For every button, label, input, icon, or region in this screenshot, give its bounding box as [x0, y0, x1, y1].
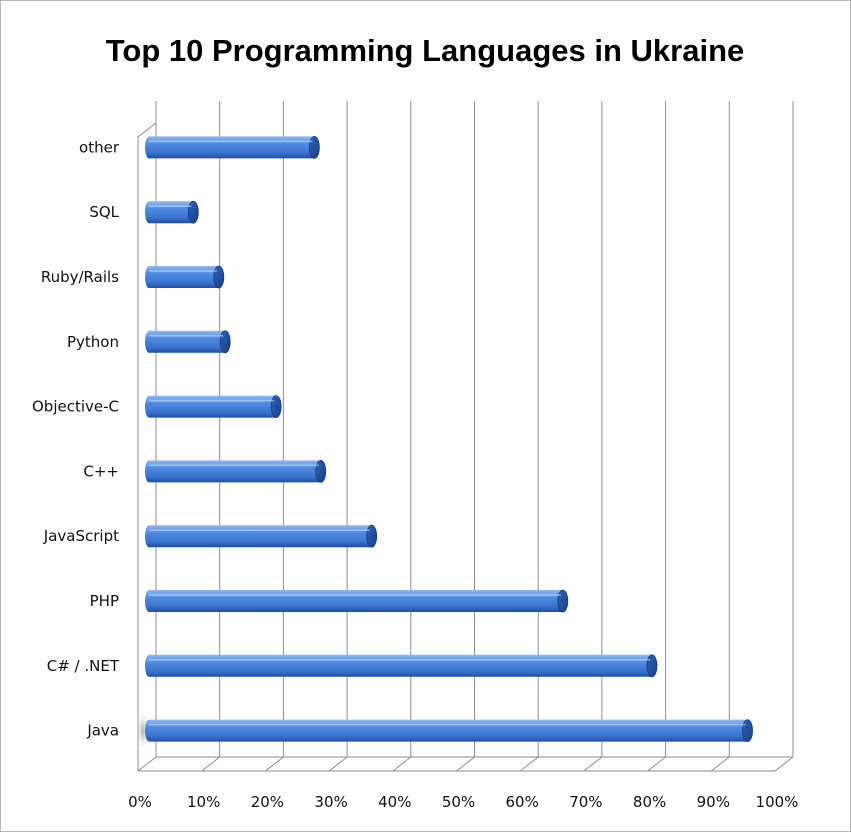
- floor-line: [137, 756, 157, 772]
- x-tick-label: 90%: [697, 793, 730, 811]
- floor-line: [265, 756, 284, 772]
- bar-shadow: [137, 712, 149, 749]
- category-label: C++: [83, 462, 119, 480]
- floor-line: [392, 756, 412, 772]
- bar: [137, 712, 753, 749]
- x-tick-labels: 0% 10% 20% 30% 40% 50% 60% 70% 80% 90% 100%: [128, 793, 798, 811]
- x-tick-label: 20%: [251, 793, 284, 811]
- bar-end-cap: [187, 200, 199, 224]
- bar-end-cap: [270, 395, 282, 419]
- bars: [137, 135, 753, 749]
- bar: [145, 135, 320, 159]
- bar: [145, 265, 225, 289]
- category-label: PHP: [90, 592, 119, 610]
- x-tick-label: 40%: [378, 793, 411, 811]
- bar-end-cap: [315, 459, 327, 483]
- floor-line: [583, 756, 603, 772]
- bar-body: [145, 330, 226, 353]
- bar-end-cap: [308, 135, 320, 159]
- bar-end-cap: [219, 330, 231, 354]
- bar-body: [145, 719, 748, 742]
- x-tick-label: 100%: [756, 793, 799, 811]
- floor-line: [519, 756, 539, 772]
- category-label: Python: [67, 333, 119, 351]
- x-tick-label: 50%: [442, 793, 475, 811]
- bar-body: [145, 395, 277, 418]
- bar: [145, 524, 378, 548]
- x-tick-label: 60%: [506, 793, 539, 811]
- left-wall: [137, 121, 157, 771]
- bar: [145, 395, 282, 419]
- floor-line: [647, 756, 666, 772]
- bar-end-cap: [557, 589, 569, 613]
- category-label: SQL: [89, 203, 119, 221]
- bar-body: [145, 654, 652, 677]
- bar-body: [145, 201, 194, 224]
- gridlines: [137, 101, 794, 772]
- x-tick-label: 70%: [569, 793, 602, 811]
- bar-body: [145, 266, 219, 288]
- category-label: Ruby/Rails: [41, 268, 119, 286]
- bar-body: [145, 460, 321, 483]
- chart-title: Top 10 Programming Languages in Ukraine: [106, 33, 745, 68]
- floor-line: [201, 756, 221, 772]
- bar-end-cap: [213, 265, 225, 289]
- category-label: JavaScript: [43, 527, 119, 545]
- category-label: C# / .NET: [47, 657, 120, 675]
- axes: [137, 121, 793, 772]
- bar-body: [145, 590, 563, 612]
- category-label: Java: [86, 722, 119, 740]
- floor-line: [328, 756, 348, 772]
- floor-line: [710, 756, 730, 772]
- bar: [145, 200, 199, 224]
- category-labels: other SQL Ruby/Rails Python Objective-C C++ Ja…: [32, 138, 120, 739]
- bar: [145, 654, 658, 678]
- x-tick-label: 10%: [187, 793, 220, 811]
- x-tick-label: 30%: [314, 793, 347, 811]
- bar-body: [145, 525, 372, 548]
- x-tick-label: 0%: [128, 793, 152, 811]
- category-label: Objective-C: [32, 398, 119, 416]
- floor-line: [456, 756, 475, 772]
- bar-end-cap: [742, 719, 753, 742]
- bar-end-cap: [646, 654, 658, 678]
- bar-end-cap: [366, 524, 378, 548]
- floor-line: [774, 756, 794, 772]
- bar: [145, 459, 327, 483]
- bar: [145, 589, 569, 613]
- bar-body: [145, 136, 315, 159]
- category-label: other: [79, 138, 120, 156]
- x-tick-label: 80%: [633, 793, 666, 811]
- bar: [145, 330, 231, 354]
